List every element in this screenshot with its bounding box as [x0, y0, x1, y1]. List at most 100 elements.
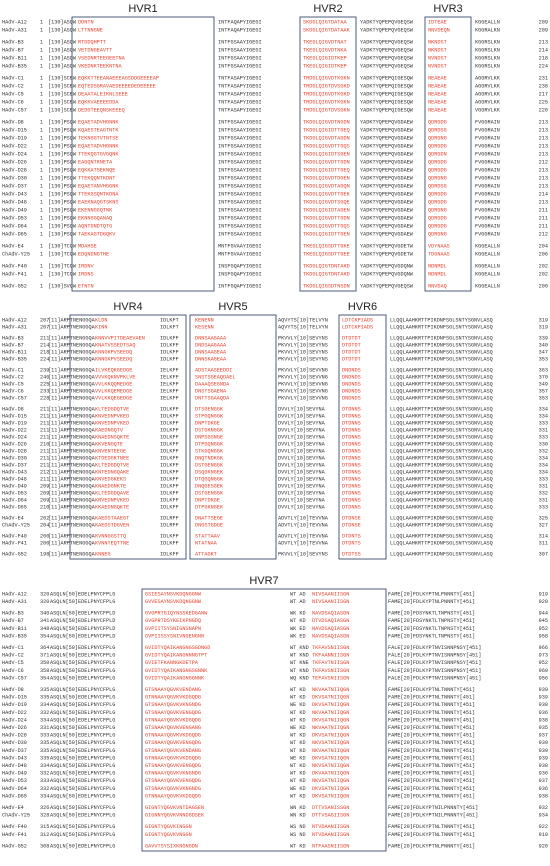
sequence: FAME[20]FDSYNKTLTNPNSTY[451]: [388, 626, 475, 632]
sequence: FVGGRAIN: [475, 183, 500, 189]
hvr-sequence: TRDGLQIGVDTKGKD: [303, 91, 350, 97]
sequence: 952: [539, 660, 548, 666]
sequence: FVGGRAIN: [475, 119, 500, 125]
sequence: WE KD: [290, 702, 306, 708]
hvr-sequence: NKNDST: [428, 47, 447, 53]
sequence: 1: [40, 127, 43, 133]
sequence: LLQQLAAHKRTTPIKDNFSGLSNTYSGNVLASQ: [390, 448, 493, 454]
hvr-sequence: EQKKTTEEANAEEEAGSDDGEEEEAP: [78, 75, 159, 81]
sequence: DVVLY[10]SEVYNA: [278, 434, 326, 440]
hvr-sequence: RTDDQHPTT: [78, 39, 106, 45]
sequence: 1: [40, 251, 43, 257]
hvr-sequence: VSEDNRTEEGEETNA: [78, 55, 126, 61]
sequence: YADKTYQPEPQVGEQSW: [360, 39, 414, 45]
strain-name: HAdV-G52: [2, 551, 27, 557]
sequence: FAME[20]FDLKYPTNILPNNNTY[451]: [388, 813, 478, 819]
sequence: IDLRFF: [160, 515, 179, 521]
sequence: 207: [40, 317, 49, 323]
hvr-sequence: STATTAAV: [195, 533, 221, 539]
hvr-sequence: GVIDTYQAIKANGNGSGDNGD: [145, 645, 210, 651]
sequence: 332: [539, 490, 548, 496]
sequence: 211: [40, 406, 49, 412]
sequence: KGGRSLKN: [475, 55, 500, 61]
hvr-sequence: SNSTSGEAQDAEL: [195, 374, 235, 380]
sequence: 200: [40, 533, 49, 539]
sequence: 1: [40, 207, 43, 213]
sequence: YADKTYQPEPQVGDQNW: [360, 263, 414, 269]
hvr-sequence: KKVENGQTE: [95, 441, 123, 447]
sequence: YADKTYQPEPQVGDAEW: [360, 167, 414, 173]
sequence: [130]PSQW: [48, 215, 77, 221]
sequence: YADKTYQPEPQVGEQSW: [360, 55, 414, 61]
sequence: [130]TCQW: [48, 251, 77, 257]
sequence: INTFGSAAYIGEGI: [218, 119, 262, 125]
sequence: WT KND: [290, 668, 309, 674]
sequence: 209: [40, 497, 49, 503]
sequence: WT KD: [290, 618, 306, 624]
sequence: 1: [40, 271, 43, 277]
sequence: IDLKFF: [160, 455, 179, 461]
hvr-sequence: GVGPRTDSYKEIKPNGDQ: [145, 618, 201, 624]
sequence: KGGRALKN: [475, 27, 500, 33]
sequence: FAME[20]FDLKYPTNLTNNNTY[451]: [388, 763, 475, 769]
sequence: ADVTLY[10]TEVVNA: [278, 533, 329, 539]
sequence: 202: [539, 263, 548, 269]
sequence: 919: [539, 832, 548, 838]
sequence: WN KD: [290, 813, 306, 819]
sequence: 211: [40, 476, 49, 482]
hvr-sequence: QDRGNG: [428, 135, 447, 141]
strain-name: HAdV-A31: [2, 27, 27, 33]
hvr-sequence: DSTGKNGGK: [195, 427, 224, 433]
sequence: 218: [40, 349, 49, 355]
strain-name: HAdV-C6: [2, 668, 24, 674]
sequence: FVGGRAIN: [475, 199, 500, 205]
sequence: 213: [539, 151, 548, 157]
sequence: IELKFF: [160, 388, 179, 394]
sequence: YADKTYQPEPQVGEQSW: [360, 63, 414, 69]
sequence: IDLKFF: [160, 335, 179, 341]
sequence: PKVVLY[10]SEVVNG: [278, 367, 328, 373]
hvr-sequence: DTDNTS: [342, 540, 361, 546]
sequence: WK ED: [290, 626, 306, 632]
sequence: 354: [40, 675, 49, 681]
sequence: FVGGRAIN: [475, 231, 500, 237]
sequence: 308: [40, 843, 49, 849]
sequence: WT KD: [290, 710, 306, 716]
strain-name: HAdV-D15: [2, 695, 27, 701]
sequence: 246: [40, 374, 49, 380]
hvr-sequence: TKDGLQIGVDTTGDN: [303, 215, 350, 221]
sequence: YADKTYQPEPQVGDAEW: [360, 231, 414, 237]
sequence: PKVVLY[10]SEVVNG: [278, 374, 328, 380]
hvr-sequence: GIGNNYQGVKVNNDGDSEK: [145, 813, 205, 819]
hvr-sequence: DTTVSAGIISGN: [312, 813, 349, 819]
sequence: 212: [539, 231, 548, 237]
hvr-sequence: KTDEDGKTNEE: [95, 455, 129, 461]
sequence: IDLKFF: [160, 342, 179, 348]
sequence: TNTFASAPYIGEGI: [218, 107, 262, 113]
sequence: INTFGQAPYIGEGI: [218, 283, 262, 289]
sequence: [11]ARPTNENGGQA: [48, 413, 96, 419]
sequence: [11]ARPTNENGGQA: [48, 533, 96, 539]
strain-name: HAdV-D8: [2, 119, 24, 125]
hvr-sequence: STPGQNGGK: [195, 413, 224, 419]
strain-name: HAdV-D48: [2, 199, 27, 205]
sequence: 1: [40, 119, 43, 125]
sequence: 331: [539, 497, 548, 503]
strain-name: HAdV-D49: [2, 771, 27, 777]
hvr-box: [338, 314, 387, 560]
sequence: LLQQLAAHKRTTPIKDNFSGLSNTYSGNVLASQ: [390, 462, 493, 468]
strain-name: HAdV-D22: [2, 427, 27, 433]
sequence: 349: [539, 381, 548, 387]
sequence: 1: [40, 183, 43, 189]
sequence: 353: [539, 395, 548, 401]
sequence: YADKTYQPEPQVGDAEW: [360, 215, 414, 221]
sequence: [11]ARPTNENGGQA: [48, 324, 96, 330]
sequence: 339: [539, 335, 548, 341]
hvr-sequence: DTDTDT: [342, 356, 361, 362]
hvr-sequence: TEKNGGTVTNTSE: [78, 135, 118, 141]
hvr-sequence: TRDGLQIGTDVSGKN: [303, 107, 350, 113]
sequence: FAME[20]FDLKYPTNLTNNNTY[451]: [388, 793, 475, 799]
sequence: YADKTYQPEPQVGDAEW: [360, 223, 414, 229]
hvr-sequence: TKDGLQIGVDTAGDN: [303, 135, 350, 141]
